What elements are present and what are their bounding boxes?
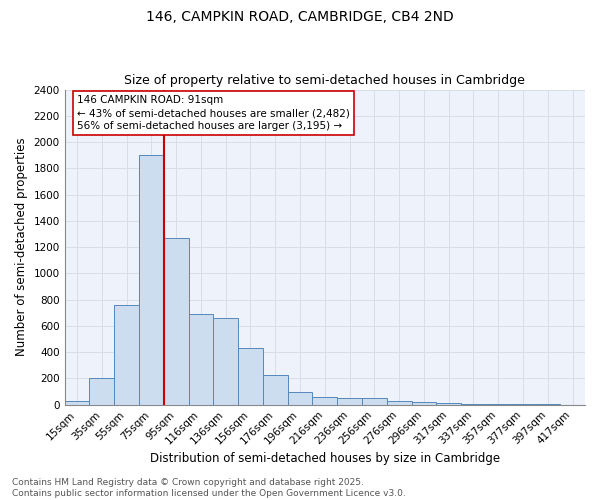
Text: 146 CAMPKIN ROAD: 91sqm
← 43% of semi-detached houses are smaller (2,482)
56% of: 146 CAMPKIN ROAD: 91sqm ← 43% of semi-de… (77, 95, 350, 131)
Bar (65, 402, 89, 404)
Bar (412, 402, 436, 404)
Title: Size of property relative to semi-detached houses in Cambridge: Size of property relative to semi-detach… (124, 74, 525, 87)
Bar (287, 392, 313, 404)
Text: Contains HM Land Registry data © Crown copyright and database right 2025.
Contai: Contains HM Land Registry data © Crown c… (12, 478, 406, 498)
Bar (436, 403, 461, 404)
Text: 146, CAMPKIN ROAD, CAMBRIDGE, CB4 2ND: 146, CAMPKIN ROAD, CAMBRIDGE, CB4 2ND (146, 10, 454, 24)
Bar (89, 378, 114, 404)
Bar (313, 397, 337, 404)
Bar (139, 155, 164, 404)
Bar (214, 318, 238, 404)
Bar (337, 398, 362, 404)
Bar (387, 402, 412, 404)
Bar (188, 314, 214, 404)
Bar (114, 305, 139, 404)
Bar (362, 398, 387, 404)
X-axis label: Distribution of semi-detached houses by size in Cambridge: Distribution of semi-detached houses by … (150, 452, 500, 465)
Bar (164, 238, 188, 404)
Y-axis label: Number of semi-detached properties: Number of semi-detached properties (15, 138, 28, 356)
Bar (238, 348, 263, 405)
Bar (263, 374, 287, 404)
